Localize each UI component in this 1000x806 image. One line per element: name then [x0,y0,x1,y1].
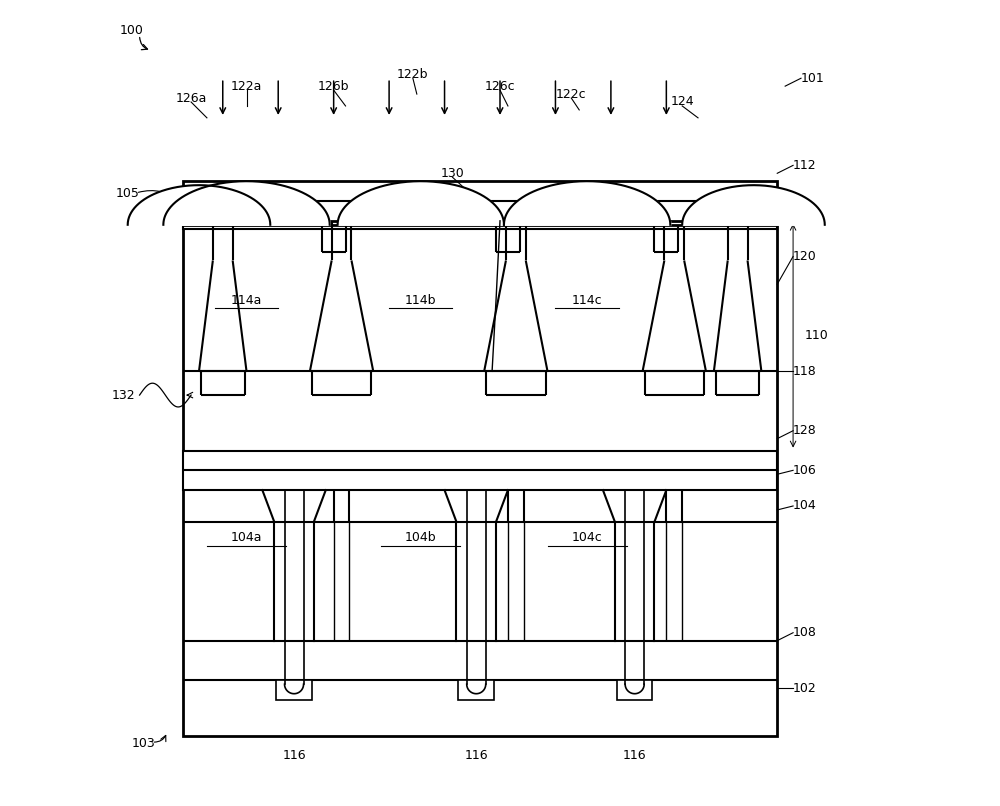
Text: 114b: 114b [405,293,437,306]
Text: 103: 103 [132,737,155,750]
Text: 100: 100 [120,24,144,37]
Text: 104: 104 [793,500,817,513]
Text: 120: 120 [793,250,817,263]
Text: 132: 132 [112,388,135,401]
Text: 124: 124 [670,95,694,109]
Text: 110: 110 [805,329,829,343]
Text: 114c: 114c [572,293,602,306]
Bar [183,201,777,229]
Text: 105: 105 [116,187,140,200]
Text: 128: 128 [793,424,817,437]
Text: 122b: 122b [397,68,429,81]
Text: 104c: 104c [572,531,603,544]
Text: 112: 112 [793,159,817,172]
Bar [617,680,652,700]
Text: 122a: 122a [231,80,262,93]
Text: 118: 118 [793,365,817,378]
Bar [276,680,312,700]
Text: 104b: 104b [405,531,437,544]
Text: 116: 116 [282,749,306,762]
Text: 104a: 104a [231,531,262,544]
Text: 116: 116 [623,749,646,762]
Bar [183,181,777,736]
Bar [458,680,494,700]
Text: 101: 101 [801,72,825,85]
Text: 122c: 122c [556,88,587,101]
Text: 126b: 126b [318,80,349,93]
Text: 130: 130 [441,167,464,180]
Text: 114a: 114a [231,293,262,306]
Bar [183,451,777,490]
Text: 116: 116 [464,749,488,762]
Text: 130: 130 [793,202,817,215]
Text: 106: 106 [793,463,817,477]
Text: 126c: 126c [485,80,515,93]
Text: 108: 108 [793,626,817,639]
Text: 126a: 126a [175,92,207,105]
Text: 102: 102 [793,682,817,695]
